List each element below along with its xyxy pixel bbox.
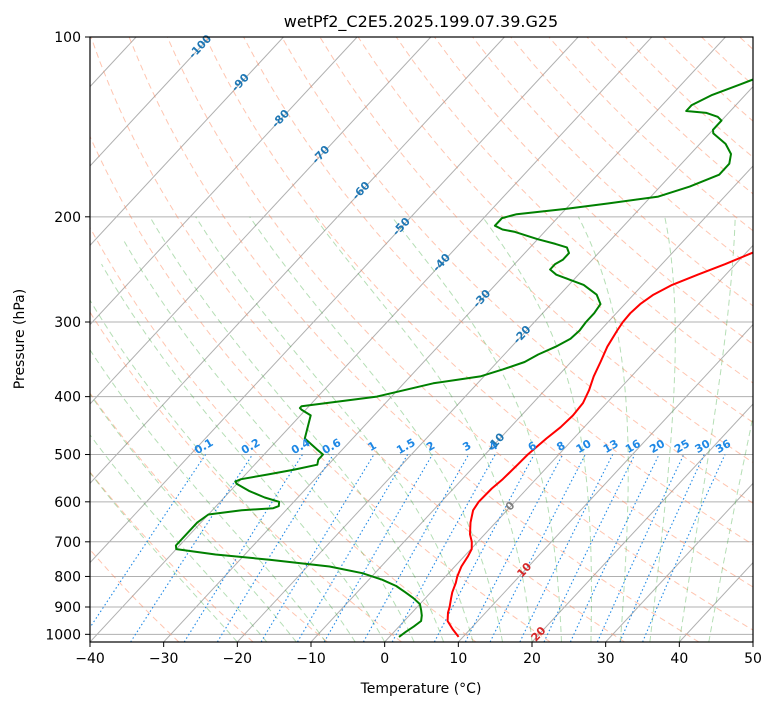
moist-adiabat-line [101, 263, 386, 642]
dry-adiabat-line [90, 135, 551, 642]
y-tick-label: 600 [54, 495, 81, 511]
y-tick-label: 700 [54, 535, 81, 551]
y-tick-label: 500 [54, 448, 81, 464]
isotherm-gridline [457, 323, 753, 642]
dry-adiabat-line [90, 392, 328, 642]
mixing-ratio-line [596, 454, 685, 642]
isotherm-gridline [531, 403, 753, 642]
isotherm-gridline [90, 37, 432, 405]
dry-adiabat-line [395, 37, 753, 384]
y-tick-label: 800 [54, 569, 81, 585]
dry-adiabat-line [472, 37, 753, 307]
isotherm-gridline [310, 165, 753, 642]
x-tick-label: 20 [523, 651, 541, 667]
dry-adiabat-line [204, 37, 753, 588]
moist-adiabat-line [90, 393, 297, 642]
moist-adiabat-line [313, 216, 533, 642]
y-axis-title: Pressure (hPa) [12, 289, 28, 389]
moist-adiabat-line [195, 216, 474, 642]
isotherm-gridline [163, 37, 726, 642]
moist-adiabat-line [90, 434, 268, 642]
plot-frame [89, 36, 754, 643]
moist-adiabat-line [90, 472, 238, 642]
isotherm-gridline [90, 37, 653, 642]
mixing-ratio-line [260, 454, 375, 642]
mixing-ratio-line [619, 454, 705, 642]
mixing-ratio-line [569, 454, 660, 642]
dry-adiabat-line [319, 37, 753, 464]
dry-adiabat-line [243, 37, 753, 546]
dry-adiabat-line [433, 37, 753, 345]
isotherm-gridline [90, 37, 284, 247]
mixing-ratio-line [642, 454, 726, 642]
moist-adiabat-line [649, 216, 676, 642]
axis-ticks-layer: −40 −30 −20 −10 0 10 20 30 40 50 100 200 300 400 500 60… [45, 30, 762, 667]
x-tick-label: 0 [380, 651, 389, 667]
moist-adiabat-line [90, 348, 327, 642]
mixing-ratio-line [433, 454, 535, 642]
y-tick-label: 200 [54, 210, 81, 226]
x-tick-label: −30 [149, 651, 179, 667]
moist-adiabat-line [249, 216, 503, 642]
y-tick-label: 400 [54, 390, 81, 406]
y-tick-label: 900 [54, 600, 81, 616]
x-tick-label: −10 [296, 651, 326, 667]
x-tick-label: −20 [223, 651, 253, 667]
x-tick-label: 30 [597, 651, 615, 667]
moist-adiabat-line [391, 216, 562, 642]
moist-adiabat-line [678, 216, 736, 642]
dry-adiabat-line [281, 37, 753, 504]
isotherm-gridline [605, 482, 753, 642]
moist-adiabat-line [149, 216, 445, 642]
x-tick-label: 50 [744, 651, 762, 667]
dry-adiabat-line [90, 548, 180, 642]
temperature-trace [446, 251, 753, 638]
x-tick-label: −40 [75, 651, 105, 667]
mixing-ratio-line [130, 454, 253, 642]
x-axis-title: Temperature (°C) [360, 681, 482, 697]
mixing-ratio-line [323, 454, 433, 642]
moist-adiabat-line [577, 216, 629, 642]
moist-adiabat-line [481, 216, 592, 642]
isotherm-gridline [90, 37, 358, 326]
isotherm-gridline [90, 37, 211, 167]
mixing-ratio-line [362, 454, 470, 642]
x-tick-label: 10 [449, 651, 467, 667]
grid-layer [90, 37, 753, 642]
dry-adiabat-line [166, 37, 753, 631]
y-tick-label: 1000 [45, 627, 81, 643]
isotherm-gridline [384, 244, 753, 642]
mixing-ratio-line [90, 454, 207, 629]
isotherm-gridline [90, 37, 505, 485]
dry-adiabat-line [90, 311, 403, 642]
sounding-traces-layer [174, 78, 753, 638]
x-tick-label: 40 [670, 651, 688, 667]
dry-adiabat-line [90, 226, 477, 642]
mixing-ratio-line [543, 454, 636, 642]
dry-adiabat-line [90, 37, 625, 642]
y-tick-label: 300 [54, 315, 81, 331]
dewpoint-trace [174, 78, 753, 638]
y-tick-label: 100 [54, 30, 81, 46]
moist-adiabat-line [123, 241, 415, 642]
chart-title: wetPf2_C2E5.2025.199.07.39.G25 [284, 12, 558, 32]
mixing-ratio-line [297, 454, 409, 642]
dry-adiabat-line [90, 471, 254, 642]
moist-adiabat-line [90, 299, 356, 642]
isotherm-gridline [236, 85, 753, 642]
isotherm-gridline [90, 37, 579, 564]
